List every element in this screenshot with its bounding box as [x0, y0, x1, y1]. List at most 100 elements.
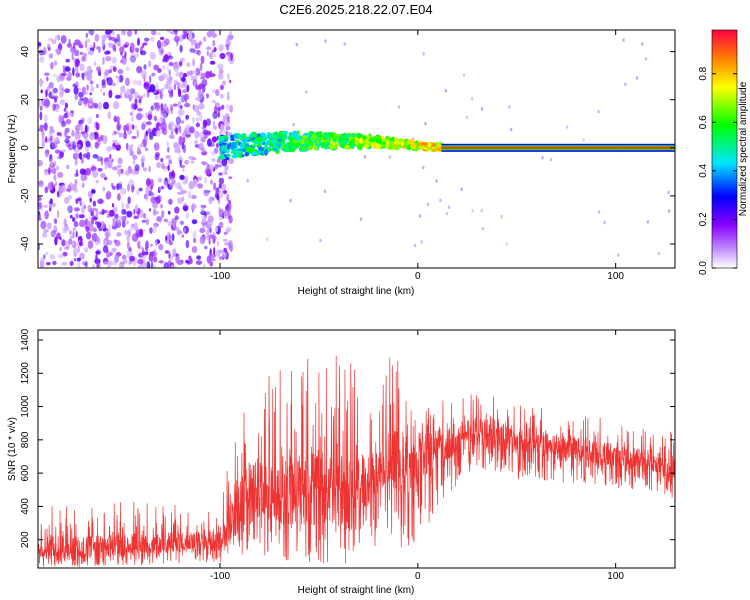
spectrogram-noise-mark	[44, 210, 49, 220]
spectrogram-noise-mark	[136, 233, 139, 239]
spectrogram-noise-mark	[96, 83, 99, 89]
spectrogram-noise-mark	[227, 211, 231, 220]
spectrogram-marks	[38, 30, 675, 268]
spectrogram-faint-mark	[295, 42, 298, 47]
spectrogram-noise-mark	[104, 69, 110, 76]
spectrogram-band-mark	[363, 143, 369, 149]
spectrogram-noise-mark	[81, 157, 84, 164]
spectrogram-noise-mark	[201, 205, 205, 213]
spectrogram-noise-mark	[108, 89, 113, 99]
spectrogram-noise-mark	[98, 228, 103, 232]
spectrogram-noise-mark	[116, 232, 122, 237]
spectrogram-noise-mark	[97, 136, 104, 142]
spectrogram-noise-mark	[166, 30, 171, 33]
spectrogram-noise-mark	[130, 116, 134, 123]
spectrogram-noise-mark	[179, 82, 187, 89]
spectrogram-noise-mark	[219, 84, 224, 91]
spectrogram-noise-mark	[82, 77, 85, 81]
spectrogram-noise-mark	[213, 47, 217, 52]
spectrogram-noise-mark	[63, 107, 67, 112]
spectrogram-noise-mark	[192, 230, 197, 239]
spectrogram-noise-mark	[113, 101, 120, 109]
spectrogram-noise-mark	[205, 211, 211, 216]
spectrogram-noise-mark	[122, 220, 126, 228]
spectrogram-noise-mark	[177, 230, 183, 235]
spectrogram-noise-mark	[148, 190, 153, 196]
spectrogram-noise-mark	[93, 61, 97, 67]
spectrogram-noise-mark	[175, 127, 179, 135]
spectrogram-noise-mark	[175, 116, 182, 125]
spectrogram-noise-mark	[192, 178, 198, 187]
spectrogram-noise-mark	[102, 135, 108, 145]
spectrogram-noise-mark	[130, 52, 137, 58]
spectrogram-noise-mark	[57, 34, 61, 41]
spectrogram-noise-mark	[202, 36, 207, 42]
spectrogram-noise-mark	[142, 93, 146, 97]
spectrogram-noise-mark	[95, 179, 99, 184]
spectrogram-noise-mark	[69, 260, 74, 267]
spectrogram-noise-mark	[74, 94, 79, 101]
spectrogram-faint-mark	[644, 57, 648, 61]
spectrogram-noise-mark	[182, 89, 188, 94]
spectrogram-band-mark	[323, 132, 329, 137]
snr-y-ticks: 200 400 600 800 1000 1200 1400	[20, 328, 675, 548]
spectrogram-noise-mark	[221, 104, 225, 110]
snr-x-tick-label: 0	[415, 571, 421, 582]
spectrogram-noise-mark	[146, 261, 151, 268]
spectrogram-noise-mark	[168, 176, 174, 181]
spectrogram-band-mark	[385, 144, 390, 149]
snr-frame	[37, 329, 676, 569]
spectrogram-noise-mark	[145, 112, 149, 119]
spectrogram-noise-mark	[109, 209, 115, 217]
spectrogram-noise-mark	[116, 116, 120, 125]
spectrogram-noise-mark	[131, 124, 135, 130]
spectrogram-noise-mark	[114, 262, 117, 266]
spectrogram-noise-mark	[152, 224, 157, 234]
spectrogram-faint-mark	[646, 220, 649, 224]
spectrogram-noise-mark	[89, 92, 92, 96]
spectrogram-noise-mark	[85, 32, 89, 39]
spectrogram-noise-mark	[153, 64, 159, 71]
spectrogram-noise-mark	[56, 190, 60, 198]
spectrogram-noise-mark	[163, 167, 167, 172]
colorbar-tick-label: 0.6	[698, 115, 709, 129]
spectrogram-noise-mark	[155, 239, 158, 247]
spectrogram-noise-mark	[103, 101, 109, 110]
spectrogram-noise-mark	[92, 154, 99, 159]
spectrogram-noise-mark	[86, 220, 91, 226]
spectrogram-noise-mark	[119, 46, 125, 53]
spectrogram-noise-mark	[208, 196, 213, 205]
spectrogram-noise-mark	[124, 51, 127, 59]
spectrogram-noise-mark	[166, 140, 169, 148]
spectrogram-noise-mark	[45, 89, 48, 98]
spectrogram-noise-mark	[170, 264, 176, 268]
spectrogram-noise-mark	[173, 64, 179, 73]
spectrogram-noise-mark	[136, 112, 143, 121]
spectrogram-noise-mark	[54, 236, 58, 246]
spectrogram-y-tick-label: 40	[20, 46, 31, 58]
spectrogram-noise-mark	[125, 66, 131, 71]
spectrogram-noise-mark	[52, 260, 57, 266]
spectrogram-noise-mark	[87, 116, 93, 125]
spectrogram-noise-mark	[49, 158, 54, 167]
spectrogram-noise-mark	[134, 124, 138, 132]
spectrogram-faint-mark	[266, 237, 269, 242]
spectrogram-noise-mark	[96, 113, 99, 119]
spectrogram-band-mark	[288, 135, 292, 142]
spectrogram-noise-mark	[198, 142, 204, 151]
spectrogram-noise-mark	[159, 122, 165, 127]
spectrogram-noise-mark	[131, 184, 135, 193]
spectrogram-noise-mark	[221, 158, 228, 167]
spectrogram-noise-mark	[158, 215, 163, 223]
spectrogram-noise-mark	[49, 253, 56, 260]
spectrogram-noise-mark	[58, 115, 63, 124]
spectrogram-band-mark	[219, 150, 226, 153]
spectrogram-noise-mark	[215, 226, 219, 233]
spectrogram-noise-mark	[228, 176, 233, 180]
spectrogram-noise-mark	[136, 129, 139, 138]
spectrogram-noise-mark	[136, 80, 143, 86]
spectrogram-noise-mark	[94, 142, 99, 149]
spectrogram-noise-mark	[88, 97, 93, 103]
spectrogram-faint-mark	[510, 127, 513, 132]
spectrogram-noise-mark	[156, 32, 161, 36]
